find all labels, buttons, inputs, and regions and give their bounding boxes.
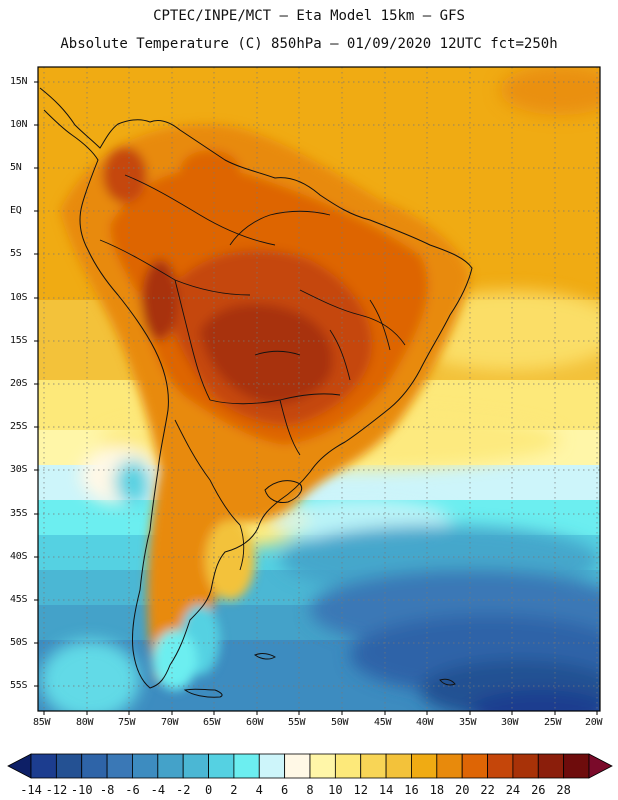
colorbar-cell: [81, 753, 108, 779]
lat-label-50s: 50S: [10, 637, 28, 648]
colorbar-tick-label: 14: [378, 783, 394, 797]
colorbar-cell: [537, 753, 565, 779]
colorbar-tick-label: 12: [353, 783, 368, 797]
lat-label-5s: 5S: [10, 248, 22, 259]
lon-label-65w: 65W: [203, 717, 221, 728]
colorbar-cell: [334, 753, 362, 779]
colorbar-tick-label: 22: [480, 783, 495, 797]
lat-label-15s: 15S: [10, 335, 28, 346]
colorbar-cell: [132, 753, 159, 779]
lon-label-20w: 20W: [585, 717, 603, 728]
colorbar-high-end: [588, 753, 613, 779]
colorbar-tick-label: -2: [175, 783, 191, 797]
colorbar-tick-label: 18: [429, 783, 445, 797]
colorbar-cell: [258, 753, 286, 779]
colorbar-tick-label: 10: [328, 783, 343, 797]
lat-label-20s: 20S: [10, 378, 28, 389]
lat-label-5n: 5N: [10, 162, 22, 173]
lat-label-eq: EQ: [10, 205, 22, 216]
colorbar-tick-label: 6: [281, 783, 289, 797]
colorbar-tick-label: -6: [125, 783, 140, 797]
colorbar-cell: [182, 753, 209, 779]
lat-label-45s: 45S: [10, 594, 28, 605]
colorbar-tick-label: 20: [454, 783, 470, 797]
lon-label-45w: 45W: [374, 717, 392, 728]
colorbar-cell: [461, 753, 488, 779]
colorbar-cell: [55, 753, 83, 779]
lat-label-10s: 10S: [10, 292, 28, 303]
country-borders: [99, 174, 406, 571]
colorbar-cell: [436, 753, 463, 779]
lat-label-35s: 35S: [10, 508, 28, 519]
colorbar-cell: [309, 753, 336, 779]
colorbar-tick-label: 8: [306, 783, 314, 797]
colorbar-cell: [360, 753, 387, 779]
colorbar-tick-label: 26: [531, 783, 546, 797]
colorbar-tick-label: 0: [204, 783, 213, 797]
colorbar-tick-label: -4: [150, 783, 166, 797]
lon-label-60w: 60W: [246, 717, 264, 728]
colorbar-low-end: [7, 753, 32, 779]
lat-label-30s: 30S: [10, 464, 28, 475]
colorbar-tick-label: -12: [45, 783, 68, 797]
colorbar-cell: [233, 753, 260, 779]
colorbar-cell: [563, 753, 590, 779]
colorbar-cell: [512, 753, 539, 779]
lat-label-40s: 40S: [10, 551, 28, 562]
colorbar-cell: [411, 753, 438, 779]
colorbar-tick-label: 2: [230, 783, 238, 797]
colorbar-cell: [487, 753, 514, 779]
colorbar-tick-label: -14: [20, 783, 42, 797]
lon-label-25w: 25W: [544, 717, 562, 728]
chart-subtitle: Absolute Temperature (C) 850hPa – 01/09/…: [60, 36, 558, 52]
lon-label-80w: 80W: [76, 717, 94, 728]
colorbar-tick-label: 4: [255, 783, 263, 797]
lon-label-30w: 30W: [501, 717, 519, 728]
colorbar-cell: [284, 753, 311, 779]
colorbar-tick-label: 24: [505, 783, 521, 797]
colorbar-tick-label: 28: [556, 783, 571, 797]
colorbar-tick-label: -8: [99, 783, 115, 797]
lat-label-25s: 25S: [10, 421, 28, 432]
lon-label-35w: 35W: [459, 717, 477, 728]
colorbar-cell: [157, 753, 184, 779]
lon-label-50w: 50W: [331, 717, 349, 728]
colorbar-cell: [30, 753, 57, 779]
lat-label-10n: 10N: [10, 119, 28, 130]
colorbar-cell: [385, 753, 412, 779]
lon-label-55w: 55W: [288, 717, 306, 728]
coastline: [39, 87, 473, 698]
graticule: [38, 67, 600, 711]
colorbar-cell: [208, 753, 235, 779]
colorbar: [7, 753, 613, 779]
lon-label-40w: 40W: [416, 717, 434, 728]
colorbar-tick-label: 16: [404, 783, 419, 797]
lat-label-55s: 55S: [10, 680, 28, 691]
colorbar-tick-label: -10: [70, 783, 93, 797]
lon-label-75w: 75W: [118, 717, 136, 728]
lat-label-15n: 15N: [10, 76, 28, 87]
temperature-field: [38, 67, 600, 711]
chart-title: CPTEC/INPE/MCT – Eta Model 15km – GFS: [153, 8, 465, 24]
colorbar-cell: [106, 753, 133, 779]
lon-label-85w: 85W: [33, 717, 51, 728]
lon-label-70w: 70W: [161, 717, 179, 728]
